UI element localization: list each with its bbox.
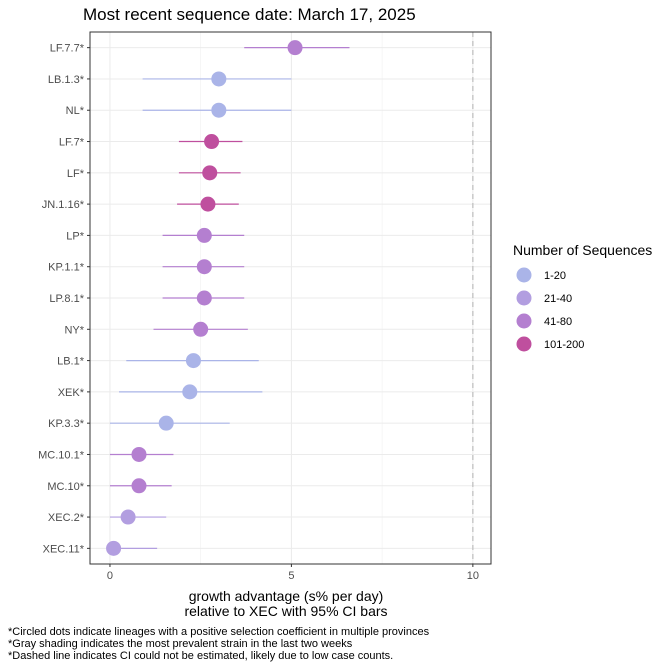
data-point: [196, 227, 212, 243]
data-point: [211, 71, 227, 87]
plot-border: [89, 31, 492, 565]
data-point: [131, 478, 147, 494]
footnotes: *Circled dots indicate lineages with a p…: [8, 626, 429, 662]
data-point: [185, 353, 201, 369]
legend-label: 21-40: [544, 293, 572, 305]
chart-title: Most recent sequence date: March 17, 202…: [83, 5, 416, 24]
y-tick-label: LF.7.7*: [50, 43, 85, 55]
y-tick-label: NL*: [66, 105, 85, 117]
y-tick-label: XEC.2*: [48, 512, 85, 524]
y-tick-label: LP.8.1*: [49, 293, 84, 305]
y-tick-label: KP.1.1*: [48, 262, 85, 274]
y-tick-label: XEK*: [58, 387, 85, 399]
plot-area: LF.7.7* LB.1.3* NL* LF.7* LF* JN.1.16* LP* KP.1…: [38, 31, 492, 582]
data-point: [211, 102, 227, 118]
legend-label: 101-200: [544, 339, 584, 351]
data-point: [287, 40, 303, 56]
data-point: [182, 384, 198, 400]
data-point: [131, 446, 147, 462]
data-point: [202, 165, 218, 181]
y-tick-label: NY*: [64, 324, 84, 336]
legend: Number of Sequences 1-20 21-40 41-80 101-20…: [513, 242, 652, 352]
y-tick-label: XEC.11*: [43, 543, 85, 555]
legend-swatch: [516, 336, 532, 352]
data-point: [196, 259, 212, 275]
footnote-circled-dots: *Circled dots indicate lineages with a p…: [8, 626, 430, 638]
y-tick-label: JN.1.16*: [42, 199, 85, 211]
y-tick-label: LF*: [67, 168, 85, 180]
footnote-dashed-line: *Dashed line indicates CI could not be e…: [8, 650, 394, 662]
x-axis-title-line2: relative to XEC with 95% CI bars: [184, 603, 387, 619]
data-point: [158, 415, 174, 431]
data-point: [196, 290, 212, 306]
x-tick-label: 10: [467, 570, 479, 582]
data-point: [204, 134, 220, 150]
legend-label: 1-20: [544, 270, 566, 282]
data-point: [106, 540, 122, 556]
data-point: [200, 196, 216, 212]
x-axis-title-line1: growth advantage (s% per day): [189, 588, 384, 604]
data-point: [193, 321, 209, 337]
y-tick-label: MC.10*: [47, 481, 84, 493]
y-tick-label: MC.10.1*: [38, 449, 85, 461]
legend-swatch: [516, 313, 532, 329]
y-tick-label: LP*: [66, 230, 84, 242]
y-tick-label: KP.3.3*: [48, 418, 85, 430]
legend-title: Number of Sequences: [513, 242, 652, 258]
y-tick-label: LF.7*: [59, 137, 85, 149]
footnote-gray-shading: *Gray shading indicates the most prevale…: [8, 638, 353, 650]
legend-swatch: [516, 267, 532, 283]
x-tick-label: 0: [107, 570, 113, 582]
y-tick-label: LB.1*: [57, 356, 85, 368]
legend-label: 41-80: [544, 316, 572, 328]
data-point: [120, 509, 136, 525]
x-tick-label: 5: [288, 570, 294, 582]
y-tick-label: LB.1.3*: [48, 74, 85, 86]
legend-swatch: [516, 290, 532, 306]
